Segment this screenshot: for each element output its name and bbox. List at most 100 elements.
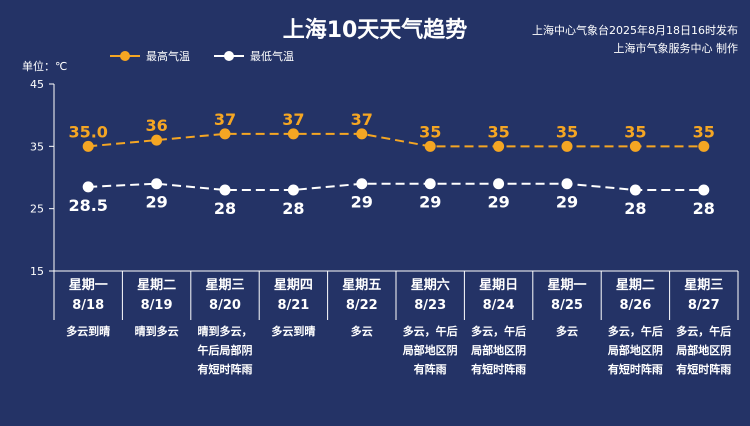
date-label: 8/26 bbox=[619, 298, 652, 313]
low-temp-label: 28 bbox=[282, 199, 304, 218]
weather-description: 晴到多云， 午后局部阴有短时阵雨 bbox=[191, 322, 259, 379]
weekday-label: 星期日 bbox=[479, 278, 519, 293]
date-label: 8/18 bbox=[72, 298, 105, 313]
weather-line: 局部地区阴 bbox=[607, 344, 663, 357]
weather-line: 多云 bbox=[555, 325, 578, 338]
date-label: 8/22 bbox=[345, 298, 378, 313]
day-header: 星期六 8/23 bbox=[396, 276, 464, 316]
high-temp-point bbox=[561, 140, 573, 152]
low-temp-label: 29 bbox=[487, 193, 509, 212]
weather-line: 有短时阵雨 bbox=[471, 363, 527, 376]
day-header: 星期一 8/18 bbox=[54, 276, 122, 316]
y-tick-label: 25 bbox=[30, 203, 44, 216]
weather-line: 有短时阵雨 bbox=[607, 363, 663, 376]
day-header: 星期一 8/25 bbox=[533, 276, 601, 316]
y-tick-label: 35 bbox=[30, 140, 44, 153]
unit-label: 单位：℃ bbox=[22, 60, 68, 73]
high-temp-point bbox=[698, 140, 710, 152]
legend-low-marker-icon bbox=[214, 51, 244, 61]
weather-line: 多云到晴 bbox=[66, 325, 111, 338]
low-temp-point bbox=[82, 181, 94, 193]
low-temp-label: 28.5 bbox=[68, 196, 107, 215]
weekday-label: 星期二 bbox=[615, 278, 655, 293]
weather-line: 有短时阵雨 bbox=[197, 363, 253, 376]
day-header: 星期五 8/22 bbox=[328, 276, 396, 316]
high-temp-point bbox=[151, 134, 163, 146]
day-header: 星期二 8/26 bbox=[601, 276, 669, 316]
low-temp-point bbox=[151, 178, 163, 190]
weather-line: 局部地区阴 bbox=[471, 344, 527, 357]
low-temp-label: 29 bbox=[419, 193, 441, 212]
weekday-label: 星期一 bbox=[68, 278, 108, 293]
date-label: 8/19 bbox=[140, 298, 173, 313]
high-temp-point bbox=[493, 140, 505, 152]
weather-line: 局部地区阴 bbox=[402, 344, 458, 357]
weather-line: 多云，午后 bbox=[471, 325, 527, 338]
date-label: 8/21 bbox=[277, 298, 310, 313]
weather-line: 多云到晴 bbox=[271, 325, 316, 338]
weather-line: 有阵雨 bbox=[413, 363, 447, 376]
date-label: 8/23 bbox=[414, 298, 447, 313]
weekday-label: 星期三 bbox=[684, 278, 724, 293]
legend-low-label: 最低气温 bbox=[250, 50, 294, 63]
date-label: 8/24 bbox=[482, 298, 515, 313]
weekday-label: 星期二 bbox=[137, 278, 177, 293]
low-temp-point bbox=[561, 178, 573, 190]
weather-description: 晴到多云 bbox=[122, 322, 190, 341]
weather-description: 多云 bbox=[533, 322, 601, 341]
y-tick-label: 45 bbox=[30, 78, 44, 91]
high-temp-point bbox=[356, 128, 368, 140]
legend-low: 最低气温 bbox=[214, 48, 294, 64]
day-header: 星期三 8/20 bbox=[191, 276, 259, 316]
high-temp-line bbox=[88, 132, 704, 148]
weekday-label: 星期五 bbox=[342, 278, 382, 293]
high-temp-point bbox=[629, 140, 641, 152]
weekday-label: 星期一 bbox=[547, 278, 587, 293]
legend-high-marker-icon bbox=[110, 51, 140, 61]
weather-description: 多云，午后 局部地区阴 有短时阵雨 bbox=[601, 322, 669, 379]
low-temp-label: 29 bbox=[351, 193, 373, 212]
weather-description: 多云到晴 bbox=[54, 322, 122, 341]
day-header: 星期四 8/21 bbox=[259, 276, 327, 316]
weekday-label: 星期四 bbox=[273, 278, 313, 293]
low-temp-point bbox=[287, 184, 299, 196]
producer-line: 上海市气象服务中心 制作 bbox=[613, 42, 739, 55]
weather-description: 多云，午后局部地区阴有短时阵雨 bbox=[464, 322, 532, 379]
weather-description: 多云 bbox=[328, 322, 396, 341]
day-header: 星期二 8/19 bbox=[122, 276, 190, 316]
high-temp-label: 37 bbox=[282, 110, 304, 129]
weather-line: 午后局部阴 bbox=[197, 344, 253, 357]
low-temp-line bbox=[88, 182, 704, 191]
high-temp-label: 35 bbox=[693, 122, 715, 141]
low-temp-point bbox=[629, 184, 641, 196]
low-temp-point bbox=[424, 178, 436, 190]
high-temp-label: 35 bbox=[556, 122, 578, 141]
low-temp-label: 28 bbox=[624, 199, 646, 218]
high-temp-point bbox=[287, 128, 299, 140]
high-temp-label: 37 bbox=[351, 110, 373, 129]
weather-line: 多云，午后 bbox=[676, 325, 732, 338]
low-temp-point bbox=[356, 178, 368, 190]
weather-description: 多云到晴 bbox=[259, 322, 327, 341]
date-label: 8/25 bbox=[551, 298, 583, 313]
source-line: 上海中心气象台2025年8月18日16时发布 bbox=[532, 24, 738, 37]
weekday-label: 星期六 bbox=[410, 278, 450, 293]
weather-line: 多云，午后 bbox=[402, 325, 458, 338]
weather-line: 晴到多云 bbox=[134, 325, 179, 338]
chart-title: 上海10天天气趋势 bbox=[282, 18, 468, 43]
weather-description: 多云，午后 局部地区阴 有短时阵雨 bbox=[670, 322, 738, 379]
date-label: 8/27 bbox=[687, 298, 720, 313]
high-temp-label: 35.0 bbox=[68, 122, 107, 141]
legend-high: 最高气温 bbox=[110, 48, 190, 64]
high-temp-label: 35 bbox=[419, 122, 441, 141]
date-label: 8/20 bbox=[209, 298, 241, 313]
high-temp-point bbox=[82, 140, 94, 152]
legend-high-label: 最高气温 bbox=[146, 50, 190, 63]
weekday-label: 星期三 bbox=[205, 278, 245, 293]
weather-line: 晴到多云， bbox=[197, 325, 253, 338]
low-temp-point bbox=[219, 184, 231, 196]
high-temp-label: 35 bbox=[624, 122, 646, 141]
low-temp-point bbox=[698, 184, 710, 196]
